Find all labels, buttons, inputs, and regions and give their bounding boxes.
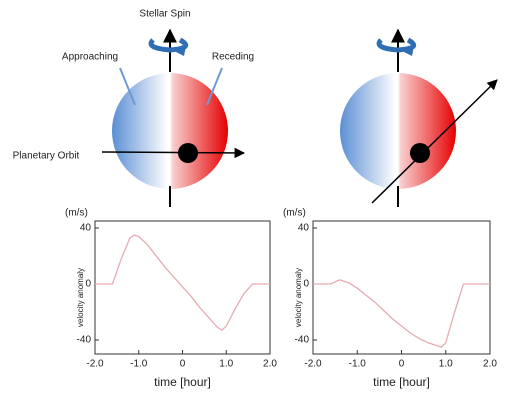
- y-tick-label: 0: [303, 279, 309, 290]
- x-tick-label: -2.0: [86, 359, 104, 370]
- spin-label: Stellar Spin: [139, 9, 190, 20]
- x-tick-label: 0: [399, 359, 405, 370]
- x-tick-label: -1.0: [349, 359, 367, 370]
- y-tick-label: -40: [77, 335, 92, 346]
- plot-frame: [312, 220, 491, 355]
- y-tick-label: 40: [80, 223, 92, 234]
- x-axis-label: time [hour]: [373, 375, 430, 389]
- star-left: [101, 28, 246, 207]
- y-axis-label: velocity anomaly: [294, 268, 303, 327]
- x-tick-label: 1.0: [219, 359, 233, 370]
- unit-label: (m/s): [283, 208, 306, 219]
- x-tick-label: 0: [180, 359, 186, 370]
- approaching-label: Approaching: [62, 52, 118, 63]
- y-tick-label: 0: [85, 279, 91, 290]
- y-tick-label: -40: [295, 335, 310, 346]
- x-tick-label: -1.0: [130, 359, 148, 370]
- orbit-label: Planetary Orbit: [13, 151, 80, 162]
- receding-label: Receding: [212, 52, 254, 63]
- x-axis-label: time [hour]: [154, 375, 211, 389]
- x-tick-label: 1.0: [439, 359, 453, 370]
- x-tick-label: 2.0: [263, 359, 277, 370]
- data-line: [95, 234, 270, 332]
- y-tick-label: 40: [298, 223, 310, 234]
- unit-label: (m/s): [65, 208, 88, 219]
- x-tick-label: -2.0: [304, 359, 322, 370]
- x-tick-label: 2.0: [483, 359, 497, 370]
- star-right: [340, 28, 498, 207]
- y-axis-label: velocity anomaly: [76, 268, 85, 327]
- data-line: [313, 279, 490, 348]
